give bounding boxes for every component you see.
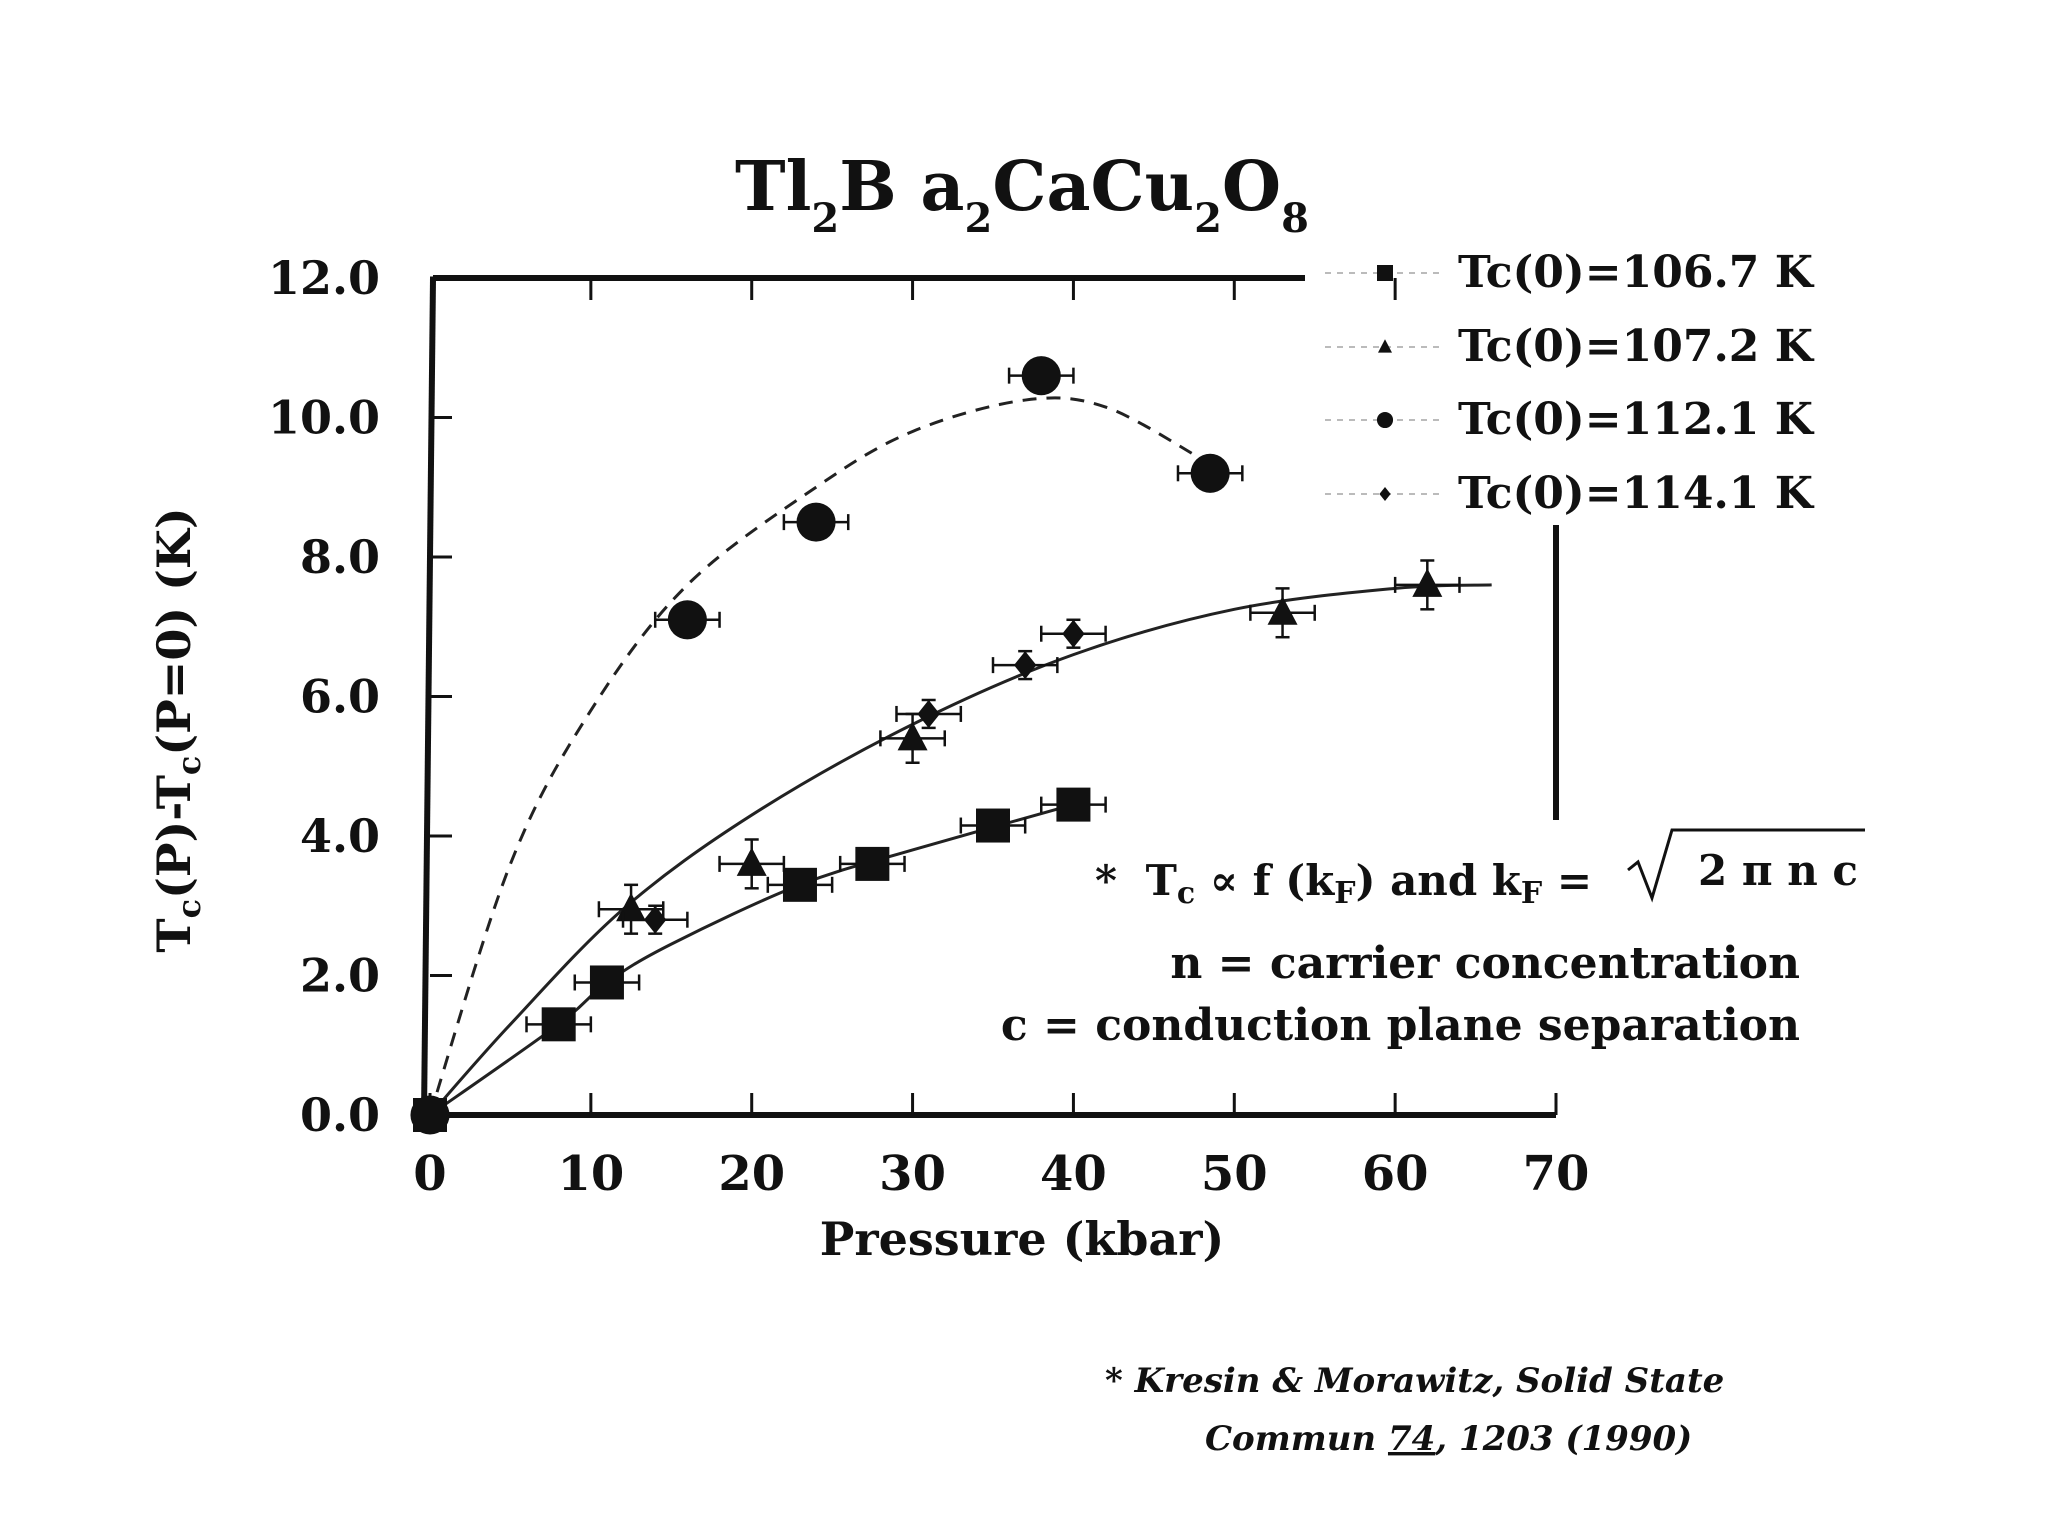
annotation-line-3: c = conduction plane separation <box>1001 1000 1800 1051</box>
citation: * Kresin & Morawitz, Solid State Commun … <box>1105 1361 1724 1459</box>
x-tick-label: 40 <box>1040 1146 1107 1202</box>
legend-diamond-marker <box>1379 487 1391 501</box>
annotation-line-2: n = carrier concentration <box>1170 938 1800 989</box>
y-tick-label: 4.0 <box>300 809 380 863</box>
x-axis-label: Pressure (kbar) <box>820 1212 1224 1266</box>
square-marker <box>976 808 1010 843</box>
diamond-marker <box>1062 619 1085 648</box>
y-tick-label: 2.0 <box>300 949 380 1003</box>
series-diamond <box>418 618 1107 1129</box>
diamond-marker <box>644 905 667 934</box>
title-part: 2 <box>964 195 992 242</box>
fit-curve <box>428 396 1203 1116</box>
legend-square-marker <box>1377 265 1393 281</box>
x-tick-label: 30 <box>879 1146 946 1202</box>
title-part: CaCu <box>992 147 1194 227</box>
x-tick-label: 0 <box>413 1146 446 1202</box>
diamond-marker <box>917 699 940 728</box>
title-part: 8 <box>1281 195 1309 242</box>
sqrt-sign <box>1627 828 1865 903</box>
y-tick-label: 8.0 <box>300 530 380 584</box>
y-tick-labels: 0.0 2.0 4.0 6.0 8.0 10.0 12.0 <box>268 251 380 1142</box>
triangle-marker <box>1412 568 1443 597</box>
square-marker <box>782 867 817 902</box>
x-tick-label: 20 <box>718 1146 785 1202</box>
title-part: 2 <box>1194 195 1222 242</box>
y-label-part: (P)-T <box>147 775 201 899</box>
y-tick-label: 0.0 <box>300 1088 380 1142</box>
x-tick-label: 50 <box>1201 1146 1268 1202</box>
square-marker <box>1056 787 1091 822</box>
diamond-marker <box>418 1101 442 1129</box>
citation-line-2: Commun 74, 1203 (1990) <box>1205 1419 1692 1459</box>
y-axis-label: Tc(P)-Tc(P=0) (K) <box>147 507 208 952</box>
circle-marker <box>667 600 707 640</box>
title-part: 2 <box>811 195 839 242</box>
triangle-marker <box>897 721 928 751</box>
circle-marker <box>796 502 836 542</box>
series-circle <box>410 356 1244 1135</box>
y-tick-label: 6.0 <box>300 670 380 724</box>
square-marker <box>541 1007 576 1042</box>
title-part: Tl <box>735 147 811 227</box>
y-tick-label: 10.0 <box>268 391 380 445</box>
square-marker <box>855 846 890 881</box>
legend-label: Tc(0)=107.2 K <box>1458 321 1815 372</box>
series-square <box>413 787 1107 1132</box>
y-tick-label: 12.0 <box>268 251 380 305</box>
legend-triangle-marker <box>1378 339 1392 353</box>
sqrt-argument: 2 π n c <box>1698 846 1858 895</box>
triangle-marker <box>616 892 647 922</box>
ticks <box>428 276 1558 1117</box>
legend: Tc(0)=106.7 K Tc(0)=107.2 K Tc(0)=112.1 K T… <box>1325 247 1815 519</box>
x-tick-label: 60 <box>1362 1146 1429 1202</box>
title-part: O <box>1222 147 1281 227</box>
annotation: * Tc ∝ f (kF) and kF = 2 π n c n = carri… <box>1001 828 1865 1051</box>
chart-title: Tl2B a2CaCu2O8 <box>735 147 1309 242</box>
circle-marker <box>1021 356 1061 396</box>
square-marker <box>589 965 624 1000</box>
y-label-part: c <box>170 756 208 775</box>
legend-label: Tc(0)=114.1 K <box>1458 468 1815 519</box>
title-part: B a <box>839 147 964 227</box>
y-label-part: T <box>147 918 201 952</box>
triangle-marker <box>736 847 767 876</box>
annotation-formula: * Tc ∝ f (kF) and kF = <box>1095 856 1592 911</box>
x-tick-labels: 0 10 20 30 40 50 60 70 <box>413 1146 1589 1202</box>
y-label-part: (P=0) (K) <box>147 507 201 755</box>
legend-label: Tc(0)=106.7 K <box>1458 247 1815 298</box>
x-tick-label: 10 <box>557 1146 624 1202</box>
diamond-marker <box>1013 651 1037 680</box>
legend-circle-marker <box>1376 411 1394 429</box>
circle-marker <box>1190 453 1230 493</box>
legend-label: Tc(0)=112.1 K <box>1458 394 1815 445</box>
triangle-marker <box>1267 596 1298 625</box>
x-tick-label: 70 <box>1523 1146 1590 1202</box>
y-label-part: c <box>170 899 208 918</box>
data-series <box>410 356 1461 1135</box>
citation-line-1: * Kresin & Morawitz, Solid State <box>1105 1361 1724 1401</box>
